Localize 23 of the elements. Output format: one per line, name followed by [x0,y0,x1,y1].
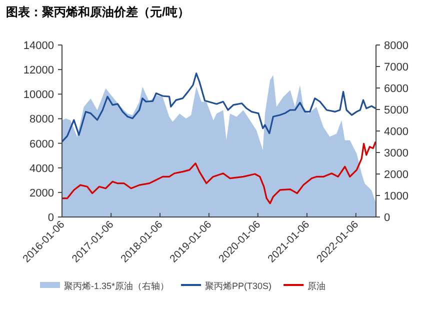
chart-title: 图表：聚丙烯和原油价差（元/吨） [6,5,190,19]
line-series [61,72,376,142]
legend-label: 聚丙烯-1.35*原油（右轴） [64,281,170,291]
y2-tick-label: 8000 [384,40,408,52]
y-tick-label: 14000 [23,40,54,52]
y2-tick-label: 0 [384,212,390,224]
y2-tick-label: 7000 [384,62,408,74]
y2-tick-label: 4000 [384,126,408,138]
line-series [61,140,376,204]
y-tick-label: 2000 [30,187,54,200]
y-tick-label: 6000 [30,138,54,150]
y2-tick-label: 2000 [384,169,408,181]
y-tick-label: 12000 [23,64,54,77]
y2-tick-label: 6000 [384,83,408,95]
y-tick-label: 10000 [23,89,54,102]
legend-label: 聚丙烯PP(T30S) [205,281,272,291]
y2-tick-label: 5000 [384,104,408,116]
y-tick-label: 4000 [30,162,54,175]
y-tick-label: 8000 [30,114,54,126]
legend-label: 原油 [308,281,326,291]
y2-tick-label: 3000 [384,148,408,160]
y2-tick-label: 1000 [384,190,408,202]
y-tick-label: 0 [48,212,54,224]
